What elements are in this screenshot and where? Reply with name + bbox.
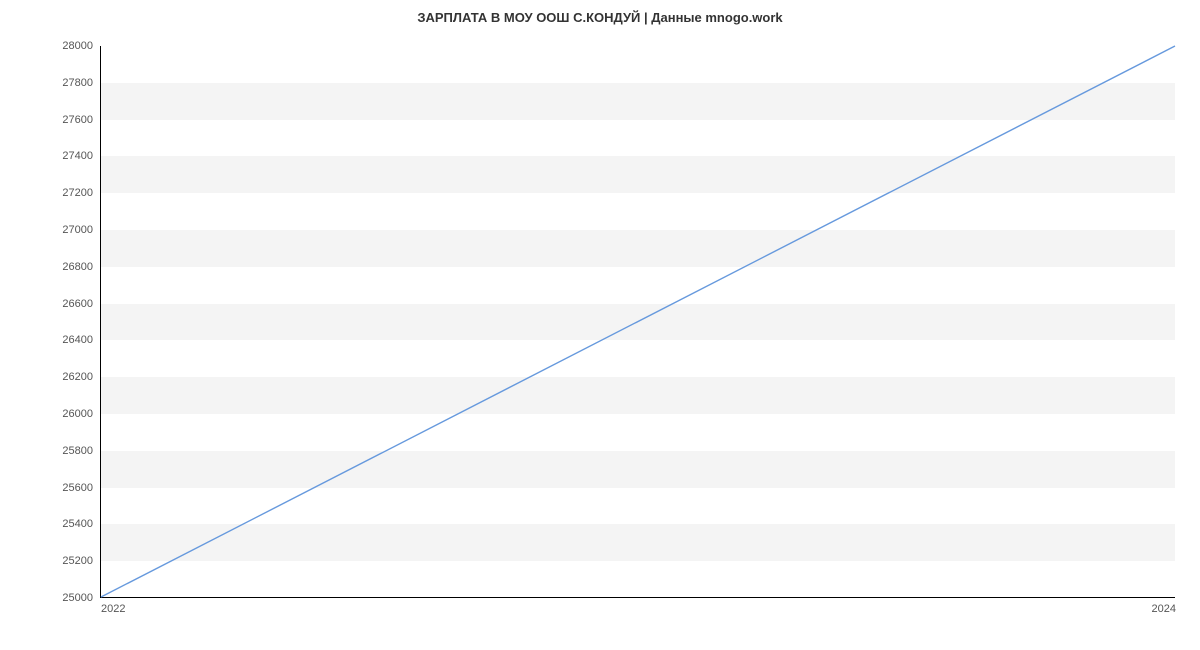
y-tick-label: 26200 xyxy=(62,371,101,383)
y-tick-label: 25800 xyxy=(62,445,101,457)
y-tick-label: 27600 xyxy=(62,114,101,126)
chart-container: ЗАРПЛАТА В МОУ ООШ С.КОНДУЙ | Данные mno… xyxy=(0,0,1200,650)
y-tick-label: 27800 xyxy=(62,77,101,89)
chart-line-layer xyxy=(101,46,1175,597)
y-tick-label: 27200 xyxy=(62,187,101,199)
y-tick-label: 25200 xyxy=(62,555,101,567)
y-tick-label: 25400 xyxy=(62,518,101,530)
chart-title: ЗАРПЛАТА В МОУ ООШ С.КОНДУЙ | Данные mno… xyxy=(0,10,1200,25)
x-tick-label: 2024 xyxy=(1152,597,1176,615)
y-tick-label: 26800 xyxy=(62,261,101,273)
y-tick-label: 28000 xyxy=(62,40,101,52)
y-tick-label: 27400 xyxy=(62,150,101,162)
plot-area: 2500025200254002560025800260002620026400… xyxy=(100,46,1175,598)
y-tick-label: 25600 xyxy=(62,482,101,494)
y-tick-label: 27000 xyxy=(62,224,101,236)
y-tick-label: 26600 xyxy=(62,298,101,310)
y-tick-label: 25000 xyxy=(62,592,101,604)
series-line-salary xyxy=(101,46,1175,597)
y-tick-label: 26000 xyxy=(62,408,101,420)
x-tick-label: 2022 xyxy=(101,597,125,615)
y-tick-label: 26400 xyxy=(62,334,101,346)
